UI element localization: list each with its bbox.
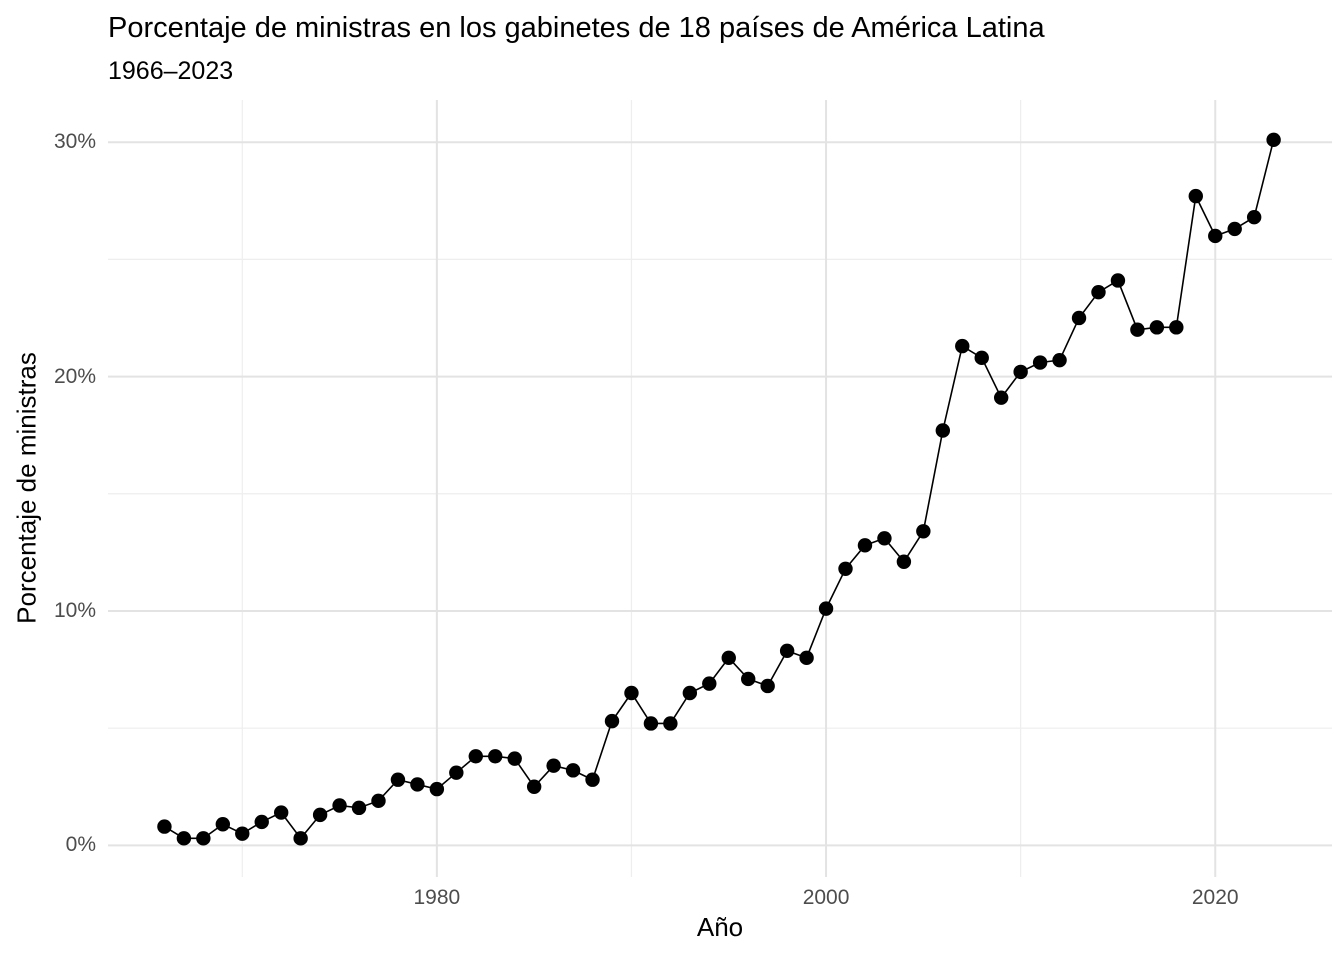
- data-point: [1052, 352, 1067, 368]
- data-point: [682, 685, 698, 701]
- data-point: [254, 814, 269, 830]
- data-point: [332, 798, 347, 813]
- data-point: [974, 350, 989, 366]
- data-point: [1266, 132, 1281, 148]
- data-point: [916, 524, 931, 539]
- data-point: [1227, 221, 1242, 237]
- data-point: [429, 781, 445, 797]
- data-point: [799, 650, 814, 666]
- x-tick-label: 2020: [1191, 886, 1239, 909]
- y-tick-label: 0%: [65, 833, 96, 857]
- data-point: [741, 671, 756, 687]
- data-point: [526, 779, 542, 794]
- data-point: [546, 758, 561, 773]
- x-tick-label: 1980: [413, 886, 461, 909]
- x-tick-label: 2000: [802, 886, 850, 909]
- data-point: [585, 772, 600, 787]
- data-point: [390, 772, 406, 787]
- data-point: [877, 531, 892, 546]
- data-point: [838, 561, 853, 576]
- data-point: [896, 554, 912, 569]
- data-point: [1091, 284, 1106, 300]
- data-point: [410, 777, 425, 792]
- data-point: [215, 817, 231, 832]
- data-point: [273, 805, 289, 820]
- data-point: [449, 765, 464, 780]
- data-point: [1032, 355, 1048, 370]
- data-point: [993, 390, 1009, 405]
- data-point: [955, 338, 970, 354]
- x-axis-title: Año: [696, 912, 744, 942]
- data-point: [1188, 188, 1203, 204]
- y-tick-label: 10%: [53, 598, 96, 622]
- data-point: [157, 819, 172, 834]
- data-point: [663, 716, 678, 731]
- data-point: [1130, 322, 1145, 337]
- data-point: [721, 650, 736, 666]
- data-point: [176, 831, 192, 846]
- data-point: [818, 601, 834, 616]
- data-point: [1208, 228, 1223, 244]
- chart-subtitle: 1966–2023: [108, 57, 234, 85]
- data-point: [293, 831, 308, 846]
- y-tick-label: 30%: [53, 130, 96, 154]
- data-point: [1149, 320, 1165, 335]
- data-point: [565, 763, 581, 778]
- data-point: [351, 800, 367, 816]
- data-point: [1071, 310, 1087, 326]
- data-point: [1246, 209, 1262, 225]
- data-point: [1169, 320, 1184, 335]
- data-point: [624, 685, 639, 701]
- data-point: [779, 643, 795, 659]
- data-point: [507, 751, 522, 766]
- data-point: [760, 678, 775, 694]
- data-point: [468, 749, 483, 764]
- data-point: [643, 716, 659, 731]
- data-point: [857, 538, 873, 553]
- data-point: [1013, 364, 1028, 380]
- y-tick-label: 20%: [53, 364, 96, 388]
- data-point: [935, 423, 951, 438]
- data-point: [235, 826, 250, 841]
- data-point: [312, 807, 328, 823]
- data-point: [488, 749, 503, 764]
- data-point: [196, 831, 211, 846]
- series-line: [164, 139, 1275, 840]
- y-axis-title: Porcentaje de ministras: [11, 352, 42, 624]
- data-point: [702, 676, 717, 691]
- data-point: [1110, 273, 1126, 288]
- chart-title: Porcentaje de ministras en los gabinetes…: [108, 12, 1045, 44]
- data-point: [371, 793, 386, 809]
- data-point: [604, 713, 620, 729]
